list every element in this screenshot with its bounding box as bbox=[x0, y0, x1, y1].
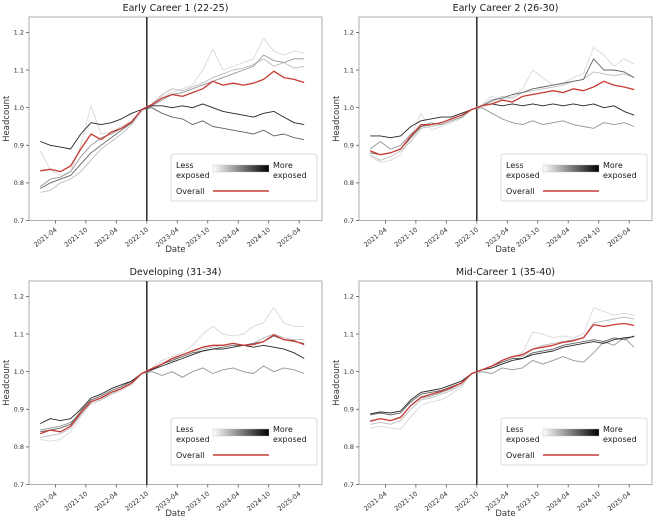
chart-title: Early Career 1 (22-25) bbox=[123, 3, 229, 14]
series-line-quintile-4 bbox=[370, 58, 635, 156]
series-line-quintile-5-most-exposed bbox=[370, 103, 635, 139]
legend-gradient-bar bbox=[542, 428, 600, 436]
y-tick-label: 1.0 bbox=[344, 104, 354, 112]
legend-less-label: exposed bbox=[176, 171, 210, 180]
y-tick-label: 1.0 bbox=[344, 367, 354, 375]
x-axis-label: Date bbox=[165, 509, 185, 519]
series-line-overall bbox=[40, 70, 305, 173]
series-line-quintile-5-most-exposed bbox=[370, 335, 635, 414]
y-tick-label: 0.9 bbox=[14, 142, 24, 150]
subplot-mid-career-1: 0.7 0.8 0.9 1.0 1.1 1.2 2021-04 2021-10 2022-04 2… bbox=[330, 263, 660, 527]
x-axis-label: Date bbox=[495, 245, 515, 255]
y-tick-label: 0.8 bbox=[14, 443, 24, 451]
legend-more-label: More bbox=[273, 161, 293, 170]
y-tick-label: 1.1 bbox=[14, 330, 24, 338]
legend-less-label: Less bbox=[506, 425, 524, 434]
y-tick-label: 0.9 bbox=[344, 142, 354, 150]
y-tick-label: 1.1 bbox=[344, 330, 354, 338]
y-tick-label: 0.8 bbox=[14, 179, 24, 187]
y-tick-label: 1.2 bbox=[14, 29, 24, 37]
legend-gradient-bar bbox=[542, 164, 600, 173]
legend-overall-label: Overall bbox=[506, 451, 535, 460]
legend-box bbox=[170, 153, 318, 202]
chart-title: Mid-Career 1 (35-40) bbox=[456, 267, 555, 278]
series-line-quintile-2 bbox=[40, 58, 305, 193]
legend-more-label: exposed bbox=[603, 171, 637, 180]
legend-more-label: exposed bbox=[273, 435, 307, 444]
y-tick-label: 0.7 bbox=[344, 480, 354, 488]
subplot-developing: 0.7 0.8 0.9 1.0 1.1 1.2 2021-04 2021-10 2022-04 2… bbox=[0, 263, 330, 527]
legend-less-label: Less bbox=[506, 161, 524, 170]
series-line-quintile-1-least-exposed bbox=[39, 37, 305, 176]
y-tick-label: 1.1 bbox=[344, 66, 354, 74]
legend-overall-label: Overall bbox=[176, 451, 205, 460]
y-tick-label: 1.2 bbox=[14, 292, 24, 300]
legend-overall-label: Overall bbox=[176, 187, 205, 196]
x-axis-label: Date bbox=[495, 509, 515, 519]
series-line-quintile-4 bbox=[370, 334, 635, 415]
legend-overall-label: Overall bbox=[506, 187, 535, 196]
legend-less-label: Less bbox=[176, 425, 194, 434]
series-line-overall bbox=[369, 80, 635, 156]
legend-less-label: exposed bbox=[506, 171, 540, 180]
legend-box bbox=[500, 153, 648, 202]
series-line-overall bbox=[370, 322, 635, 422]
y-tick-label: 0.7 bbox=[14, 480, 24, 488]
series-line-quintile-2 bbox=[369, 71, 635, 161]
y-tick-label: 0.9 bbox=[14, 405, 24, 413]
legend-more-label: More bbox=[603, 425, 623, 434]
subplot-early-career-1: 0.7 0.8 0.9 1.0 1.1 1.2 2021-04 2021-10 2022-04 2… bbox=[0, 0, 330, 264]
series-line-quintile-5-most-exposed bbox=[40, 103, 305, 150]
y-axis-label: Headcount bbox=[332, 95, 342, 142]
series-line-quintile-4 bbox=[39, 107, 305, 189]
series-line-overall bbox=[39, 333, 305, 434]
y-tick-label: 0.7 bbox=[344, 217, 354, 225]
y-tick-label: 1.1 bbox=[14, 66, 24, 74]
y-tick-label: 1.2 bbox=[344, 29, 354, 37]
x-axis-label: Date bbox=[165, 245, 185, 255]
chart-title: Developing (31-34) bbox=[130, 267, 222, 278]
legend-box bbox=[170, 417, 318, 465]
legend-less-label: exposed bbox=[506, 435, 540, 444]
y-tick-label: 0.8 bbox=[344, 443, 354, 451]
y-tick-label: 0.7 bbox=[14, 217, 24, 225]
y-tick-label: 1.2 bbox=[344, 292, 354, 300]
legend-less-label: Less bbox=[176, 161, 194, 170]
chart-title: Early Career 2 (26-30) bbox=[453, 3, 559, 14]
legend-less-label: exposed bbox=[176, 435, 210, 444]
legend-more-label: More bbox=[603, 161, 623, 170]
y-tick-label: 1.0 bbox=[14, 367, 24, 375]
legend-gradient-bar bbox=[212, 164, 270, 173]
y-axis-label: Headcount bbox=[2, 95, 12, 142]
y-tick-label: 0.8 bbox=[344, 179, 354, 187]
series-line-quintile-5-most-exposed bbox=[40, 344, 305, 424]
legend-more-label: exposed bbox=[273, 171, 307, 180]
y-tick-label: 0.9 bbox=[344, 405, 354, 413]
y-axis-label: Headcount bbox=[332, 358, 342, 405]
legend-more-label: exposed bbox=[603, 435, 637, 444]
legend-gradient-bar bbox=[212, 428, 270, 436]
y-axis-label: Headcount bbox=[2, 358, 12, 405]
y-tick-label: 1.0 bbox=[14, 104, 24, 112]
subplot-early-career-2: 0.7 0.8 0.9 1.0 1.1 1.2 2021-04 2021-10 2022-04 2… bbox=[330, 0, 660, 264]
legend-more-label: More bbox=[273, 425, 293, 434]
legend-box bbox=[500, 417, 648, 465]
